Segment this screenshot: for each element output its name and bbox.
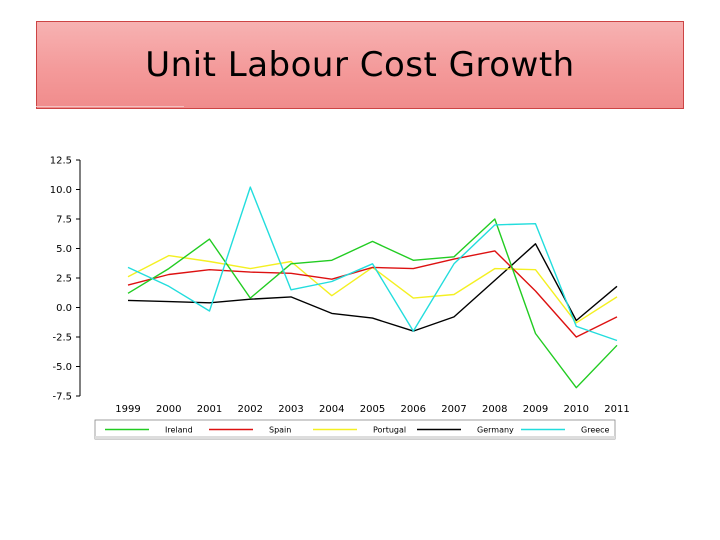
title-underline xyxy=(36,106,184,107)
y-tick-label: 5.0 xyxy=(56,244,72,255)
legend-label-spain: Spain xyxy=(269,426,291,435)
series-line-spain xyxy=(127,250,618,338)
x-tick-label: 2004 xyxy=(319,404,344,415)
y-tick-label: 0.0 xyxy=(56,303,72,314)
x-tick-label: 2003 xyxy=(278,404,303,415)
chart-series xyxy=(127,186,618,389)
series-line-germany xyxy=(127,243,618,332)
y-tick-label: 12.5 xyxy=(50,156,72,167)
y-tick-label: -2.5 xyxy=(52,333,72,344)
x-tick-label: 2002 xyxy=(238,404,263,415)
x-tick-label: 2007 xyxy=(441,404,466,415)
slide-title: Unit Labour Cost Growth xyxy=(145,45,575,85)
legend-label-germany: Germany xyxy=(477,426,514,435)
x-tick-label: 2001 xyxy=(197,404,222,415)
x-tick-label: 2006 xyxy=(401,404,426,415)
x-tick-label: 2009 xyxy=(523,404,548,415)
series-line-ireland xyxy=(127,218,618,389)
y-tick-label: 7.5 xyxy=(56,215,72,226)
x-tick-label: 2008 xyxy=(482,404,507,415)
legend-label-ireland: Ireland xyxy=(165,426,193,435)
series-line-greece xyxy=(127,186,618,342)
series-line-portugal xyxy=(127,254,618,324)
x-tick-label: 2000 xyxy=(156,404,181,415)
x-tick-label: 1999 xyxy=(115,404,140,415)
chart-axes: -7.5 -5.0 -2.5 0.0 2.5 5.0 7.5 10.0 12.5 1999 2000… xyxy=(50,156,630,416)
y-tick-label: -7.5 xyxy=(52,392,72,403)
chart-legend: Ireland Spain Portugal Germany Greece xyxy=(94,419,616,440)
x-tick-label: 2011 xyxy=(604,404,629,415)
legend-shadow xyxy=(95,436,615,439)
title-banner: Unit Labour Cost Growth xyxy=(36,21,684,109)
x-tick-label: 2010 xyxy=(564,404,589,415)
y-tick-label: 2.5 xyxy=(56,274,72,285)
y-tick-label: -5.0 xyxy=(52,362,72,373)
x-tick-label: 2005 xyxy=(360,404,385,415)
legend-label-portugal: Portugal xyxy=(373,426,406,435)
y-tick-label: 10.0 xyxy=(50,185,72,196)
legend-label-greece: Greece xyxy=(581,426,610,435)
